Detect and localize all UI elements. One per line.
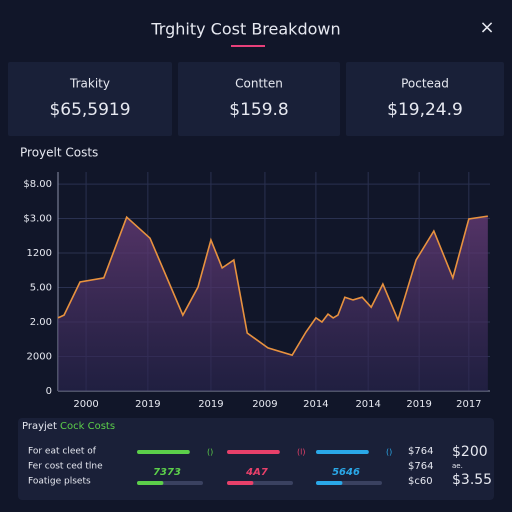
- chart-title: Proyelt Costs: [20, 146, 98, 160]
- x-tick-label: 2019: [406, 399, 431, 410]
- line: [57, 215, 488, 357]
- stat-card: [8, 62, 172, 136]
- title: Trghity Cost Breakdown: [150, 20, 340, 39]
- stat-value: $65,5919: [49, 100, 130, 120]
- y-tick-label: 2000: [27, 352, 52, 363]
- price: $c60: [408, 476, 433, 487]
- total: $200: [452, 444, 488, 460]
- bar-track-fill: [137, 481, 164, 485]
- row-label: Foatige plsets: [28, 477, 91, 487]
- stat-card: [178, 62, 340, 136]
- x-tick-label: 2017: [456, 399, 481, 410]
- x-tick-label: 2009: [252, 399, 277, 410]
- bar-tag: (): [207, 448, 213, 457]
- progress-bar: [137, 450, 190, 454]
- progress-bar: [227, 450, 280, 454]
- area: [58, 216, 488, 391]
- y-tick-label: 2.00: [30, 317, 52, 328]
- stat-label: Poctead: [401, 77, 449, 91]
- row-label: Fer cost ced tlne: [28, 462, 103, 472]
- y-tick-label: $3.00: [23, 214, 52, 225]
- bar-value: 5646: [332, 467, 360, 478]
- panel-title: Prayjet Cock Costs: [22, 421, 115, 432]
- stat-label: Contten: [235, 77, 283, 91]
- row-label: For eat cleet of: [28, 447, 97, 457]
- bar-track-fill: [316, 481, 343, 485]
- bar-track-fill: [227, 481, 254, 485]
- title-underline: [231, 45, 265, 47]
- stat-value: $19,24.9: [387, 100, 463, 120]
- bar-value: 4A7: [245, 467, 268, 478]
- y-tick-label: $8.00: [23, 179, 52, 190]
- total: ae.: [452, 462, 463, 470]
- x-tick-label: 2014: [355, 399, 380, 410]
- x-tick-label: 2019: [198, 399, 223, 410]
- y-tick-label: 0: [46, 386, 52, 397]
- bar-tag: (): [386, 448, 392, 457]
- cost-panel: [18, 418, 494, 500]
- x-tick-label: 2019: [135, 399, 160, 410]
- panel-title-accent: Cock Costs: [60, 421, 115, 432]
- stat-label: Trakity: [69, 77, 110, 91]
- total: $3.55: [452, 472, 492, 488]
- stat-card: [346, 62, 504, 136]
- price: $764: [408, 446, 433, 457]
- price: $764: [408, 461, 433, 472]
- x-tick-label: 2000: [73, 399, 98, 410]
- close-button[interactable]: ×: [479, 17, 494, 38]
- bar-tag: (l): [297, 448, 305, 457]
- x-tick-label: 2014: [303, 399, 328, 410]
- stat-value: $159.8: [229, 100, 288, 120]
- y-tick-label: 1200: [27, 248, 52, 259]
- progress-bar: [316, 450, 369, 454]
- panel-title-main: Prayjet: [22, 421, 60, 432]
- y-tick-label: 5.00: [30, 283, 52, 294]
- bar-value: 7373: [153, 467, 181, 478]
